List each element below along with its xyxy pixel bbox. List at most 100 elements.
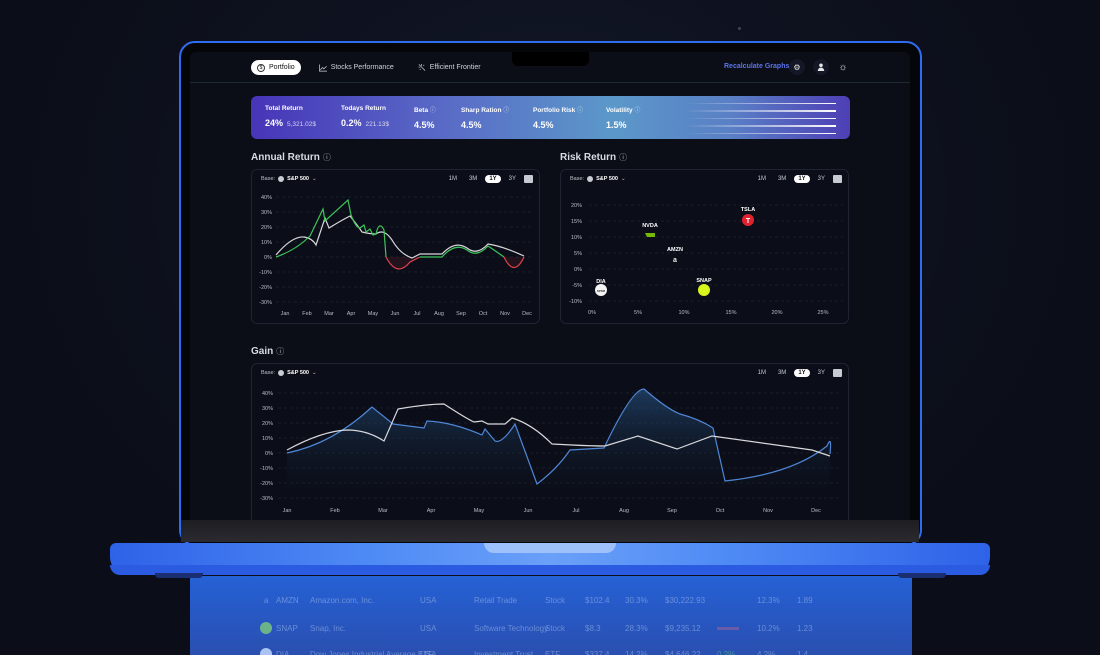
svg-text:10%: 10% xyxy=(262,436,273,442)
svg-text:TSLA: TSLA xyxy=(741,207,755,213)
base-selector[interactable]: Base: S&P 500 ⌄ xyxy=(261,370,317,376)
range-3y[interactable]: 3Y xyxy=(817,370,825,376)
range-1y[interactable]: 1Y xyxy=(794,369,810,377)
tab-label: Portfolio xyxy=(269,64,295,71)
range-1y[interactable]: 1Y xyxy=(794,175,810,183)
amzn-icon: a xyxy=(673,257,677,264)
nvda-icon xyxy=(645,233,655,237)
svg-text:10%: 10% xyxy=(261,240,272,246)
snap-icon xyxy=(698,284,710,296)
calendar-icon[interactable] xyxy=(524,175,533,183)
gain-chart: 40% 30% 20% 10% 0% -10% -20% -30% Jan Feb Mar Apr M… xyxy=(260,388,842,514)
svg-text:-20%: -20% xyxy=(260,481,273,487)
decorative-lines xyxy=(686,103,836,139)
gear-icon: ⚙ xyxy=(793,62,801,72)
portfolio-stats-banner: Total Return 24% 5,321.02$ Todays Return … xyxy=(251,96,850,139)
dia-icon xyxy=(595,284,607,296)
range-3m[interactable]: 3M xyxy=(777,370,787,376)
svg-text:20%: 20% xyxy=(262,421,273,427)
svg-text:AMZN: AMZN xyxy=(667,247,683,253)
stat-label: Todays Return xyxy=(341,105,387,112)
svg-text:Nov: Nov xyxy=(763,508,773,514)
stat-todays-return: Todays Return 0.2% 221.13$ xyxy=(341,105,389,128)
help-icon[interactable]: ⓘ xyxy=(503,108,510,114)
profile-button[interactable] xyxy=(813,59,829,75)
table-row[interactable]: DIA Dow Jones Industrial Average ETF USA… xyxy=(190,648,912,655)
svg-text:NVDA: NVDA xyxy=(642,223,658,229)
help-icon[interactable]: ⓘ xyxy=(322,153,331,162)
annual-return-card: Base: S&P 500 ⌄ 1M 3M 1Y 3Y 40% 30% 20% 10%… xyxy=(251,169,540,324)
range-3m[interactable]: 3M xyxy=(777,176,787,182)
range-1m[interactable]: 1M xyxy=(757,176,766,182)
stat-sub: 221.13$ xyxy=(365,121,390,128)
svg-text:25%: 25% xyxy=(817,310,828,316)
tab-efficient-frontier[interactable]: Efficient Frontier xyxy=(412,60,487,75)
svg-text:40%: 40% xyxy=(262,391,273,397)
svg-text:Feb: Feb xyxy=(302,311,311,317)
base-selector[interactable]: Base: S&P 500 ⌄ xyxy=(570,176,626,182)
sp500-icon xyxy=(278,176,285,182)
base-selector[interactable]: Base: S&P 500 ⌄ xyxy=(261,176,317,182)
help-icon[interactable]: ⓘ xyxy=(429,108,436,114)
laptop-foot xyxy=(155,573,203,578)
svg-text:-10%: -10% xyxy=(260,466,273,472)
svg-text:May: May xyxy=(474,508,485,514)
amzn-icon: a xyxy=(264,596,269,605)
theme-toggle-button[interactable]: ☼ xyxy=(835,59,851,75)
stat-sub: 5,321.02$ xyxy=(287,121,316,128)
line-chart-icon xyxy=(318,63,327,72)
stat-label: Sharp Ration xyxy=(461,107,502,114)
help-icon[interactable]: ⓘ xyxy=(577,108,584,114)
range-1m[interactable]: 1M xyxy=(448,176,457,182)
range-selector: 1M 3M 1Y 3Y xyxy=(754,369,842,377)
range-3y[interactable]: 3Y xyxy=(508,176,516,182)
range-1m[interactable]: 1M xyxy=(757,370,766,376)
svg-text:Aug: Aug xyxy=(434,311,444,317)
settings-button[interactable]: ⚙ xyxy=(789,59,805,75)
table-row[interactable]: a AMZN Amazon.com, Inc. USA Retail Trade… xyxy=(264,596,813,605)
tab-portfolio[interactable]: $ Portfolio xyxy=(251,60,301,75)
svg-text:Jun: Jun xyxy=(391,311,400,317)
stat-value: 0.2% xyxy=(341,118,362,128)
svg-text:15%: 15% xyxy=(725,310,736,316)
help-icon[interactable]: ⓘ xyxy=(634,108,641,114)
dollar-circle-icon: $ xyxy=(257,63,265,72)
svg-text:-10%: -10% xyxy=(259,270,272,276)
chart-controls: Base: S&P 500 ⌄ 1M 3M 1Y 3Y xyxy=(261,175,533,188)
svg-text:Jan: Jan xyxy=(281,311,290,317)
calendar-icon[interactable] xyxy=(833,369,842,377)
svg-text:Mar: Mar xyxy=(378,508,388,514)
risk-return-chart: 20%15%10%5%0%-5%-10% 0% 5% 10% 15% 20% 25% TS… xyxy=(569,203,843,316)
svg-text:20%: 20% xyxy=(771,310,782,316)
table-row[interactable]: SNAP Snap, Inc. USA Software Technology … xyxy=(190,622,912,644)
chevron-down-icon: ⌄ xyxy=(312,370,317,376)
help-icon[interactable]: ⓘ xyxy=(619,153,628,162)
dia-icon xyxy=(260,648,272,655)
range-1y[interactable]: 1Y xyxy=(485,175,501,183)
sun-icon: ☼ xyxy=(838,61,848,73)
svg-text:SPDR: SPDR xyxy=(597,289,606,293)
help-icon[interactable]: ⓘ xyxy=(276,347,285,356)
range-3y[interactable]: 3Y xyxy=(817,176,825,182)
annual-return-title: Annual Return ⓘ xyxy=(251,152,331,163)
svg-text:Oct: Oct xyxy=(716,508,725,514)
range-3m[interactable]: 3M xyxy=(468,176,478,182)
svg-text:20%: 20% xyxy=(571,203,582,209)
svg-text:Sep: Sep xyxy=(667,508,677,514)
gain-card: Base: S&P 500 ⌄ 1M 3M 1Y 3Y 40% 30% 20% 10%… xyxy=(251,363,849,520)
app-screen: $ Portfolio Stocks Performance Efficient… xyxy=(190,52,910,520)
svg-text:Oct: Oct xyxy=(479,311,488,317)
range-selector: 1M 3M 1Y 3Y xyxy=(445,175,533,183)
svg-text:-20%: -20% xyxy=(259,285,272,291)
recalculate-graphs-button[interactable]: Recalculate Graphs xyxy=(724,63,790,70)
tab-stocks-performance[interactable]: Stocks Performance xyxy=(313,60,400,75)
svg-text:Apr: Apr xyxy=(427,508,436,514)
calendar-icon[interactable] xyxy=(833,175,842,183)
risk-return-card: Base: S&P 500 ⌄ 1M 3M 1Y 3Y 20% 15% 10% 5% 0… xyxy=(560,169,849,324)
stat-value: 4.5% xyxy=(414,120,435,130)
stat-portfolio-risk: Portfolio Risk ⓘ 4.5% xyxy=(533,105,583,130)
svg-text:-30%: -30% xyxy=(260,496,273,502)
svg-text:0%: 0% xyxy=(588,310,596,316)
stat-label: Beta xyxy=(414,107,429,114)
sp500-icon xyxy=(587,176,594,182)
